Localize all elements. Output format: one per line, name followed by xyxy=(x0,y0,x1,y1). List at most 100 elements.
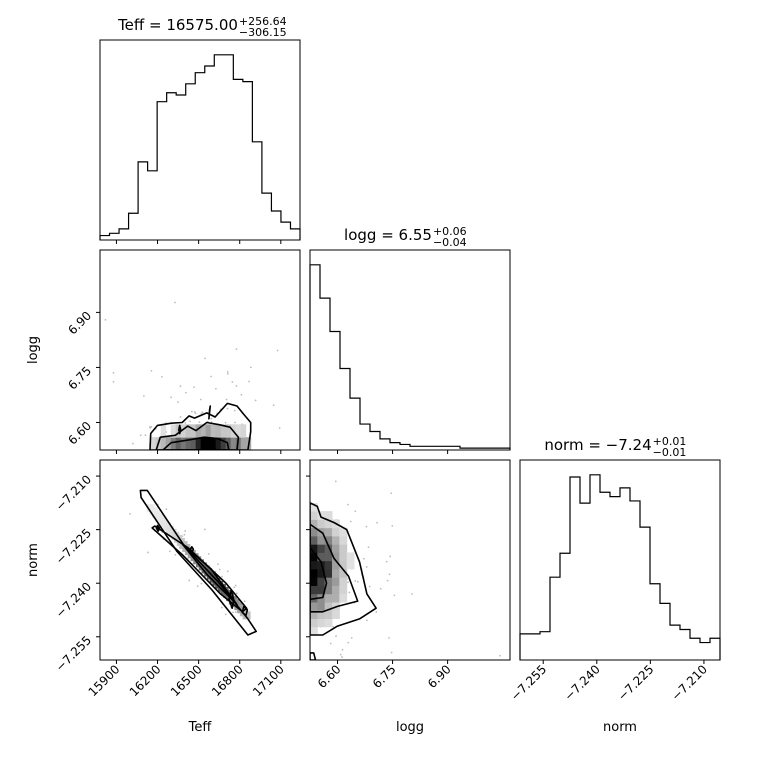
scatter-point xyxy=(112,372,115,374)
title-upper-error: +0.01 xyxy=(653,435,687,448)
scatter-point xyxy=(386,579,389,582)
scatter-point xyxy=(347,581,349,584)
scatter-point xyxy=(112,380,115,383)
scatter-point xyxy=(142,395,145,398)
scatter-point xyxy=(231,381,234,383)
scatter-point xyxy=(348,591,351,594)
panel-title-logg: logg = 6.55 +0.06−0.04 xyxy=(344,225,467,249)
contour-line xyxy=(310,652,317,660)
x-axis-label-Teff: Teff xyxy=(188,720,213,735)
scatter-point xyxy=(204,357,206,360)
density-cell xyxy=(339,593,348,603)
density-cell xyxy=(225,424,232,438)
scatter-point xyxy=(350,636,353,639)
scatter-point xyxy=(233,409,236,412)
density-cell xyxy=(317,552,326,562)
axes-frame xyxy=(99,249,301,451)
scatter-point xyxy=(499,654,501,657)
axes-frame xyxy=(519,459,721,661)
scatter-point xyxy=(276,349,279,352)
density-cell xyxy=(310,560,318,570)
contour-line xyxy=(228,589,235,609)
density-cell xyxy=(220,437,227,450)
x-tick-label: 16500 xyxy=(168,662,205,699)
histogram-steps-norm xyxy=(519,474,721,660)
scatter-point xyxy=(168,550,171,553)
density-cell xyxy=(339,568,348,578)
density-cell xyxy=(310,585,318,595)
scatter-point xyxy=(240,393,243,396)
density-cell xyxy=(230,437,237,450)
x-tick-label: 16200 xyxy=(127,662,164,699)
scatter-point xyxy=(347,503,349,506)
density-cell xyxy=(240,437,247,450)
scatter-point xyxy=(329,642,332,645)
scatter-point xyxy=(193,411,196,413)
scatter-panel-norm_vs_logg: 6.60 6.75 6.90 xyxy=(306,459,511,691)
scatter-point xyxy=(278,427,281,429)
scatter-point xyxy=(385,560,388,563)
scatter-point xyxy=(234,421,236,424)
density-cell xyxy=(225,437,232,450)
scatter-point xyxy=(365,525,368,528)
density-cell xyxy=(310,511,318,520)
contour-line xyxy=(310,502,377,636)
scatter-panel-norm_vs_Teff: 15900 16200 16500 16800 17100 −7.255 −7.240 −7.… xyxy=(53,459,301,699)
density-cell xyxy=(324,527,333,537)
scatter-point xyxy=(214,387,217,390)
density-cell xyxy=(339,585,348,595)
density-cell xyxy=(195,424,202,438)
density-cell xyxy=(332,610,340,619)
scatter-point xyxy=(354,510,357,513)
contour-line xyxy=(310,546,328,601)
density-cell xyxy=(240,424,247,438)
density-cell xyxy=(346,560,355,570)
density-cell xyxy=(324,519,333,529)
scatter-point xyxy=(131,442,134,445)
density-cell xyxy=(310,527,318,537)
scatter-point xyxy=(226,373,229,375)
contour-line xyxy=(178,424,182,435)
density-cell xyxy=(332,527,340,537)
axes-frame xyxy=(99,39,301,241)
density-cell xyxy=(324,552,333,562)
density-cell xyxy=(324,535,333,545)
scatter-point xyxy=(203,528,206,531)
scatter-point xyxy=(233,586,236,589)
scatter-point xyxy=(356,580,359,583)
scatter-point xyxy=(193,386,195,389)
title-upper-error: +256.64 xyxy=(239,15,287,28)
scatter-point xyxy=(365,619,368,622)
y-tick-label: −7.225 xyxy=(53,526,94,567)
density-cell xyxy=(317,577,326,586)
scatter-point xyxy=(179,385,182,388)
density-cell xyxy=(324,585,333,595)
density-cell xyxy=(310,577,318,586)
scatter-point xyxy=(189,420,192,423)
density-cell xyxy=(180,437,187,450)
y-tick-label: 6.90 xyxy=(65,309,94,338)
scatter-point xyxy=(198,421,201,424)
density-cell xyxy=(339,552,348,562)
density-cell xyxy=(175,437,182,450)
scatter-point xyxy=(379,587,382,590)
ticks-hist-logg xyxy=(337,450,449,454)
scatter-point xyxy=(349,520,352,523)
scatter-point xyxy=(234,584,237,587)
scatter-point xyxy=(174,301,176,304)
contour-line xyxy=(162,436,230,450)
title-text: norm = −7.24 xyxy=(544,436,651,454)
histogram-steps-Teff xyxy=(99,54,301,240)
x-tick-label: 6.75 xyxy=(370,662,399,691)
density-cell xyxy=(185,424,192,438)
scatter-point xyxy=(375,611,378,613)
scatter-panel-logg_vs_Teff: 6.60 6.75 6.90 xyxy=(65,249,301,454)
scatter-point xyxy=(160,375,163,378)
density-cell xyxy=(324,577,333,586)
density-cell xyxy=(205,437,212,450)
density-cell xyxy=(310,502,318,512)
x-axis-label-logg: logg xyxy=(396,720,424,735)
scatter-point xyxy=(389,555,392,558)
title-text: Teff = 16575.00 xyxy=(117,16,238,34)
